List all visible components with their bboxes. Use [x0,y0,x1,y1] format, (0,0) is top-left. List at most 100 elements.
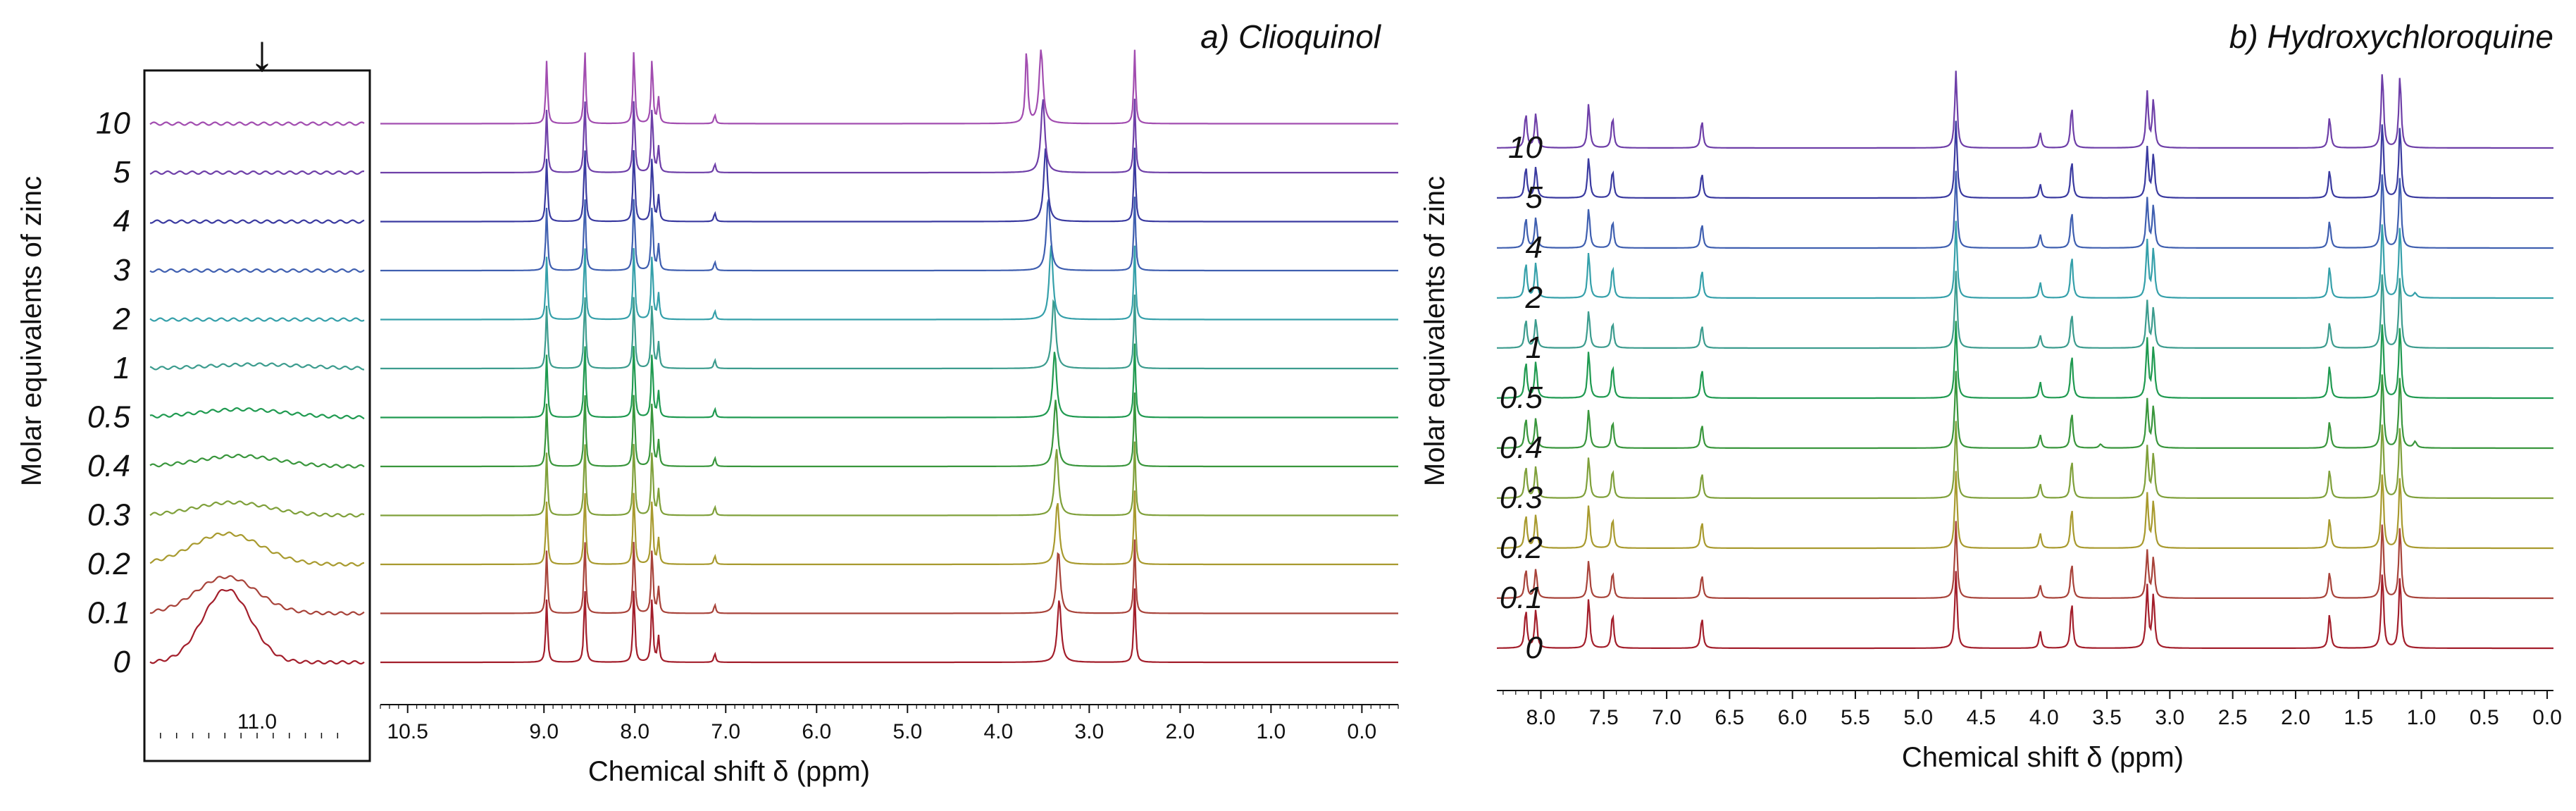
eq-label-a: 2 [113,302,130,337]
axis-b-tick-label: 2.5 [2218,706,2248,729]
axis-a-tick-label: 3.0 [1074,720,1104,743]
eq-label-a: 0 [113,645,131,679]
inset-spectrum-0.4 [149,454,365,469]
hcq-spectrum-0 [1497,571,2553,650]
hcq-spectrum-10 [1497,70,2553,149]
hcq-spectrum-2 [1497,221,2553,299]
eq-label-b: 1 [1526,330,1543,365]
axis-b-tick-label: 3.0 [2155,706,2184,729]
eq-label-b: 0.5 [1500,380,1543,415]
inset-spectrum-5 [149,170,365,175]
axis-b-tick-label: 7.0 [1652,706,1681,729]
axis-a-tick-label: 8.0 [620,720,649,743]
axis-b-tick-label: 4.5 [1967,706,1996,729]
clioquinol-spectrum-2 [380,245,1398,321]
inset-frame [143,69,371,762]
eq-label-b: 5 [1526,180,1543,215]
inset-tick-label: 11.0 [237,710,277,733]
axis-b-tick-label: 2.0 [2281,706,2310,729]
panel-title-b: b) Hydroxychloroquine [2229,18,2553,55]
axis-b-tick-label: 8.0 [1526,706,1556,729]
inset-spectrum-0 [149,588,365,665]
axis-b-tick-label: 6.5 [1715,706,1744,729]
hydroxychloroquine-spectra [1497,70,2553,650]
inset-spectrum-4 [149,219,365,224]
clioquinol-spectrum-3 [380,197,1398,272]
axis-a-tick-label: 7.0 [711,720,740,743]
eq-label-b: 4 [1526,230,1543,265]
clioquinol-spectrum-0.4 [380,392,1398,468]
inset-spectrum-3 [149,268,365,273]
eq-labels-a: 0 0.1 0.2 0.3 0.4 0.5 1 2 3 4 5 10 [87,106,131,680]
eq-label-a: 5 [113,155,131,190]
inset-spectrum-10 [149,121,365,126]
axis-a-tick-label: 6.0 [802,720,831,743]
hcq-spectrum-0.2 [1497,471,2553,550]
axes: 10.5 9.0 8.0 7.0 6.0 5.0 4.0 3.0 2.0 1.0 0.0 11.0 8.… [160,690,2562,743]
axis-a-tick-label: 0.0 [1348,720,1377,743]
hcq-spectrum-0.1 [1497,521,2553,600]
clioquinol-spectra [380,49,1398,664]
eq-label-b: 0.4 [1500,431,1543,465]
panel-title-a: a) Clioquinol [1200,18,1381,55]
axis-b-tick-label: 0.5 [2470,706,2499,729]
xlabel-b: Chemical shift δ (ppm) [1902,742,2184,773]
hcq-spectrum-0.4 [1497,371,2553,450]
axis-a-tick-label: 10.5 [387,720,428,743]
axis-b-tick-label: 5.5 [1841,706,1870,729]
clioquinol-spectrum-4 [380,147,1398,223]
hcq-spectrum-0.3 [1497,421,2553,500]
clioquinol-spectrum-0.3 [380,441,1398,516]
axis-b-tick-label: 4.0 [2029,706,2059,729]
axis-b-tick-label: 6.0 [1778,706,1807,729]
axis-b-tick-label: 7.5 [1589,706,1619,729]
eq-label-b: 0 [1526,631,1543,665]
eq-labels-b: 0 0.1 0.2 0.3 0.4 0.5 1 2 4 5 10 [1500,130,1543,665]
xlabel-a: Chemical shift δ (ppm) [588,756,870,787]
inset-spectrum-0.3 [149,500,365,518]
eq-label-a: 0.1 [87,596,130,631]
eq-label-a: 1 [113,351,130,385]
clioquinol-spectrum-0.1 [380,539,1398,614]
eq-label-b: 0.1 [1500,581,1543,615]
eq-label-b: 2 [1525,280,1543,315]
inset-spectrum-0.2 [149,531,364,567]
axis-a-tick-label: 1.0 [1257,720,1286,743]
inset-spectrum-0.5 [149,407,365,420]
eq-label-b: 0.2 [1500,531,1543,565]
clioquinol-spectrum-10 [380,49,1398,125]
hcq-spectrum-0.5 [1497,321,2553,400]
inset-spectrum-1 [149,362,365,371]
inset-arrow-icon: ↓ [249,25,275,82]
axis-a-tick-label: 2.0 [1165,720,1195,743]
hcq-spectrum-5 [1497,120,2553,199]
ylabel-left: Molar equivalents of zinc [16,176,47,486]
eq-label-a: 10 [96,106,130,141]
inset-spectrum-2 [149,317,365,322]
clioquinol-spectrum-0.2 [380,490,1398,566]
axis-a-tick-label: 5.0 [892,720,922,743]
axis-b-tick-label: 1.5 [2344,706,2373,729]
axis-b-tick-label: 3.5 [2092,706,2122,729]
eq-label-a: 0.2 [87,547,130,581]
inset-spectra [149,121,365,665]
axis-b-tick-label: 0.0 [2532,706,2562,729]
eq-label-b: 0.3 [1500,481,1543,515]
axis-b-tick-label: 5.0 [1903,706,1933,729]
axis-b-tick-label: 1.0 [2407,706,2437,729]
clioquinol-spectrum-1 [380,295,1398,370]
clioquinol-spectrum-5 [380,99,1398,174]
hcq-spectrum-1 [1497,271,2553,349]
axis-a-tick-label: 4.0 [983,720,1013,743]
clioquinol-spectrum-0 [380,588,1398,664]
eq-label-a: 0.4 [87,449,130,483]
clioquinol-spectrum-0.5 [380,343,1398,419]
eq-label-b: 10 [1508,130,1543,165]
axis-a-tick-label: 9.0 [529,720,559,743]
hcq-spectrum-4 [1497,171,2553,249]
eq-label-a: 3 [113,253,131,287]
eq-label-a: 0.5 [87,400,131,435]
eq-label-a: 0.3 [87,498,131,533]
ylabel-right: Molar equivalents of zinc [1419,176,1450,486]
